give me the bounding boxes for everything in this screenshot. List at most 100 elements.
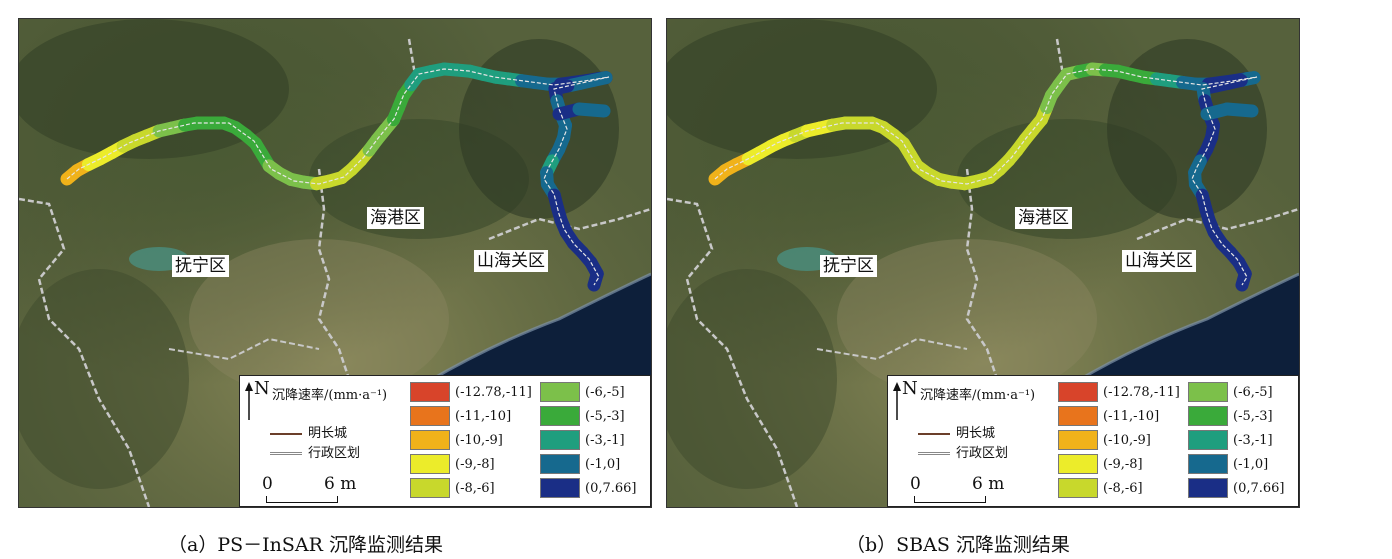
legend-great-wall-label: 明长城: [956, 426, 996, 441]
legend-class-label: (-6,-5]: [585, 384, 625, 400]
legend-swatch: [540, 454, 580, 474]
legend-class-item: (0,7.66]: [540, 478, 637, 498]
legend-class-item: (-6,-5]: [1188, 382, 1273, 402]
label-haigang: 海港区: [367, 207, 424, 229]
legend-class-item: (-1,0]: [540, 454, 620, 474]
legend-great-wall-label: 明长城: [308, 426, 348, 441]
great-wall-subsidence-track-b: [708, 62, 1261, 292]
legend-class-item: (-9,-8]: [1058, 454, 1143, 474]
legend-class-label: (-10,-9]: [455, 432, 503, 448]
great-wall-line-icon: [918, 432, 950, 435]
label-shanhaiguan: 山海关区: [474, 250, 548, 272]
map-panel-a: 抚宁区 海港区 山海关区 N 沉降速率/(mm·a⁻¹) 明长城 行政区划 0 …: [18, 18, 652, 508]
legend-class-label: (-8,-6]: [455, 480, 495, 496]
legend-swatch: [540, 382, 580, 402]
legend-swatch: [1188, 430, 1228, 450]
legend-class-label: (-11,-10]: [1103, 408, 1160, 424]
legend-class-item: (-11,-10]: [410, 406, 511, 426]
north-arrow-icon: [245, 382, 253, 420]
legend-swatch: [540, 478, 580, 498]
caption-a: （a）PS－InSAR 沉降监测结果: [168, 534, 443, 556]
legend-class-item: (-10,-9]: [1058, 430, 1151, 450]
map-panel-b: 抚宁区 海港区 山海关区 N 沉降速率/(mm·a⁻¹) 明长城 行政区划 0 …: [666, 18, 1300, 508]
legend-class-item: (-8,-6]: [410, 478, 495, 498]
legend-swatch: [1058, 478, 1098, 498]
great-wall-subsidence-track-a: [60, 62, 613, 292]
legend-rate-title: 沉降速率/(mm·a⁻¹): [272, 388, 388, 403]
scale-bar-a: 0 6 m: [262, 472, 372, 503]
legend-class-label: (-1,0]: [585, 456, 621, 472]
legend-class-item: (-5,-3]: [1188, 406, 1273, 426]
legend-class-label: (-11,-10]: [455, 408, 512, 424]
legend-boundary: 行政区划: [918, 442, 1008, 461]
legend-class-label: (-10,-9]: [1103, 432, 1151, 448]
legend-class-item: (-1,0]: [1188, 454, 1268, 474]
legend-boundary-label: 行政区划: [956, 446, 1009, 461]
legend-swatch: [1188, 454, 1228, 474]
legend-class-label: (-9,-8]: [455, 456, 495, 472]
scale-bar-line: [266, 496, 338, 503]
legend-swatch: [1058, 454, 1098, 474]
legend-swatch: [410, 382, 450, 402]
label-haigang: 海港区: [1015, 207, 1072, 229]
legend-class-label: (-6,-5]: [1233, 384, 1273, 400]
label-funing: 抚宁区: [172, 255, 229, 277]
wall-segment: [1220, 102, 1259, 118]
north-label: N: [902, 378, 918, 399]
legend-class-label: (-9,-8]: [1103, 456, 1143, 472]
legend-swatch: [540, 430, 580, 450]
legend-swatch: [410, 478, 450, 498]
legend-swatch: [540, 406, 580, 426]
scale-end: 6 m: [324, 474, 357, 494]
legend-class-item: (-11,-10]: [1058, 406, 1159, 426]
great-wall-line-icon: [270, 432, 302, 435]
legend-swatch: [410, 406, 450, 426]
legend-rate-title: 沉降速率/(mm·a⁻¹): [920, 388, 1036, 403]
legend-swatch: [1058, 406, 1098, 426]
north-arrow-icon: [893, 382, 901, 420]
wall-centerline: [66, 68, 610, 286]
scale-start: 0: [262, 474, 273, 494]
legend-class-item: (-12.78,-11]: [410, 382, 532, 402]
legend-class-item: (-3,-1]: [540, 430, 625, 450]
boundary-line-icon: [918, 452, 950, 455]
legend-swatch: [1058, 430, 1098, 450]
legend-boundary-label: 行政区划: [308, 446, 361, 461]
legend-swatch: [410, 454, 450, 474]
legend-class-label: (-1,0]: [1233, 456, 1269, 472]
caption-b: （b）SBAS 沉降监测结果: [846, 534, 1070, 556]
north-label: N: [254, 378, 270, 399]
scale-bar-b: 0 6 m: [910, 472, 1020, 503]
legend-swatch: [1188, 406, 1228, 426]
legend-class-label: (-5,-3]: [1233, 408, 1273, 424]
scale-end: 6 m: [972, 474, 1005, 494]
legend-class-item: (-6,-5]: [540, 382, 625, 402]
scale-start: 0: [910, 474, 921, 494]
satellite-map-b: [667, 19, 1299, 507]
legend-class-label: (-5,-3]: [585, 408, 625, 424]
legend-swatch: [1188, 382, 1228, 402]
legend-great-wall: 明长城: [918, 422, 995, 441]
label-funing: 抚宁区: [820, 255, 877, 277]
legend-class-item: (-10,-9]: [410, 430, 503, 450]
legend-swatch: [410, 430, 450, 450]
legend-class-item: (-8,-6]: [1058, 478, 1143, 498]
legend-a: N 沉降速率/(mm·a⁻¹) 明长城 行政区划 0 6 m (-12.78,-…: [239, 375, 651, 507]
legend-class-label: (-3,-1]: [1233, 432, 1273, 448]
legend-class-item: (-12.78,-11]: [1058, 382, 1180, 402]
wall-segment: [572, 102, 611, 118]
legend-class-label: (-3,-1]: [585, 432, 625, 448]
legend-class-item: (-5,-3]: [540, 406, 625, 426]
legend-class-label: (-8,-6]: [1103, 480, 1143, 496]
legend-class-label: (-12.78,-11]: [1103, 384, 1180, 400]
label-shanhaiguan: 山海关区: [1122, 250, 1196, 272]
legend-class-label: (0,7.66]: [1233, 480, 1285, 496]
legend-swatch: [1188, 478, 1228, 498]
legend-class-label: (-12.78,-11]: [455, 384, 532, 400]
legend-swatch: [1058, 382, 1098, 402]
legend-great-wall: 明长城: [270, 422, 347, 441]
scale-bar-line: [914, 496, 986, 503]
legend-boundary: 行政区划: [270, 442, 360, 461]
legend-class-item: (-3,-1]: [1188, 430, 1273, 450]
legend-class-item: (0,7.66]: [1188, 478, 1285, 498]
